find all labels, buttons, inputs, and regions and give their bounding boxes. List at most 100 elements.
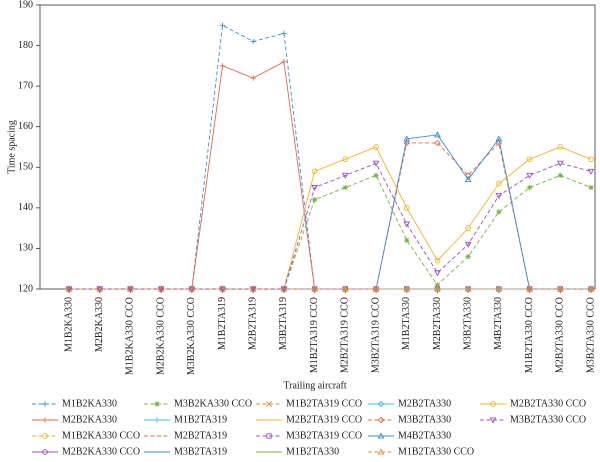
data-point [557,144,564,150]
data-point [526,285,533,293]
legend-marker [377,400,385,408]
legend-marker [42,401,48,407]
data-point [526,156,533,163]
y-tick-label: 180 [18,40,33,51]
x-tick-label: M3B2TA330 [462,297,473,350]
data-point [587,285,595,292]
legend-item: M1B2KA330 CCO [32,430,140,441]
data-point [434,270,441,277]
legend-item: M1B2TA319 CCO [256,398,362,409]
legend-item: M3B2KA330 CCO [144,398,252,409]
data-point [403,135,411,142]
data-point [311,285,319,292]
x-tick-label: M2B2TA319 CCO [340,297,351,373]
legend-item: M2B2KA330 CCO [32,446,140,457]
x-tick-label: M2B2TA330 [432,297,443,350]
legend-marker [266,401,272,407]
x-tick-label: M4B2TA330 [493,297,504,350]
data-point [464,285,472,293]
data-point [434,139,441,147]
x-tick-label: M2B2KA330 [94,297,105,352]
legend-label: M3B2TA319 CCO [286,430,362,441]
legend-label: M3B2TA330 [398,414,451,425]
legend-marker [377,416,385,424]
legend-item: M3B2TA330 CCO [480,414,586,425]
data-point [96,286,104,293]
data-point [249,286,257,293]
data-point [281,30,287,36]
series-line [69,174,592,290]
legend-label: M1B2TA330 CCO [398,446,474,457]
data-point [219,22,226,28]
x-tick-label: M1B2TA330 [401,297,412,350]
data-point [403,221,411,228]
data-point [465,225,472,231]
data-point [219,286,226,293]
legend-item: M4B2TA330 [368,430,451,441]
series-line [69,134,591,290]
data-point [403,205,410,211]
legend-label: M3B2KA330 CCO [174,398,252,409]
series-line [69,146,592,290]
legend-item: M1B2TA319 [144,414,227,425]
data-point [403,139,411,147]
data-point [312,197,318,203]
legend-label: M1B2KA330 CCO [62,430,140,441]
x-tick-label: M1B2KA330 CCO [125,297,136,375]
x-tick-label: M3B2KA330 CCO [186,297,197,375]
x-tick-label: M3B2TA319 CCO [370,297,381,373]
y-tick-label: 120 [18,283,33,294]
y-tick-label: 150 [18,162,33,173]
y-tick-label: 170 [18,80,33,91]
legend-item: M2B2TA330 [368,398,451,409]
data-point [464,172,472,179]
legend-item: M2B2TA319 [144,430,227,441]
data-point [342,184,348,191]
data-point [495,135,503,142]
x-tick-label: M1B2TA330 CCO [524,297,535,373]
data-point [341,172,349,179]
legend-item: M3B2TA319 CCO [256,430,362,441]
data-point [403,285,411,292]
legend-item: M3B2TA319 [144,446,227,457]
legend-marker [377,432,385,439]
data-point [434,257,441,264]
data-point [556,160,564,167]
data-point [373,144,379,150]
data-point [434,131,441,138]
y-tick-label: 140 [18,202,33,213]
legend-item: M2B2KA330 [32,414,117,425]
data-point [373,172,379,178]
data-point [434,285,441,292]
legend-label: M4B2TA330 [398,430,451,441]
legend-marker [266,433,272,439]
data-point [219,63,226,69]
legend-marker [42,449,48,455]
x-tick-label: M2B2KA330 CCO [155,297,166,375]
x-tick-label: M2B2TA330 CCO [555,297,566,373]
x-tick-label: M1B2TA319 CCO [309,297,320,373]
data-point [496,180,502,187]
data-point [587,285,595,293]
series-line [69,61,591,290]
legend-item: M1B2KA330 [32,398,117,409]
data-point [496,209,502,215]
data-point [434,285,441,293]
legend-marker [154,417,160,423]
data-point [341,285,349,292]
data-point [464,241,472,248]
data-point [372,160,380,167]
data-point [188,286,196,293]
legend-label: M2B2TA319 [174,430,227,441]
legend-item: M1B2TA330 [256,446,339,457]
data-point [280,286,288,293]
legend-label: M2B2KA330 [62,414,117,425]
legend-item: M2B2TA330 CCO [480,398,586,409]
data-point [157,286,165,293]
data-point [495,139,503,147]
legend-item: M3B2TA330 [368,414,451,425]
data-point [464,285,472,292]
data-point [588,156,594,163]
